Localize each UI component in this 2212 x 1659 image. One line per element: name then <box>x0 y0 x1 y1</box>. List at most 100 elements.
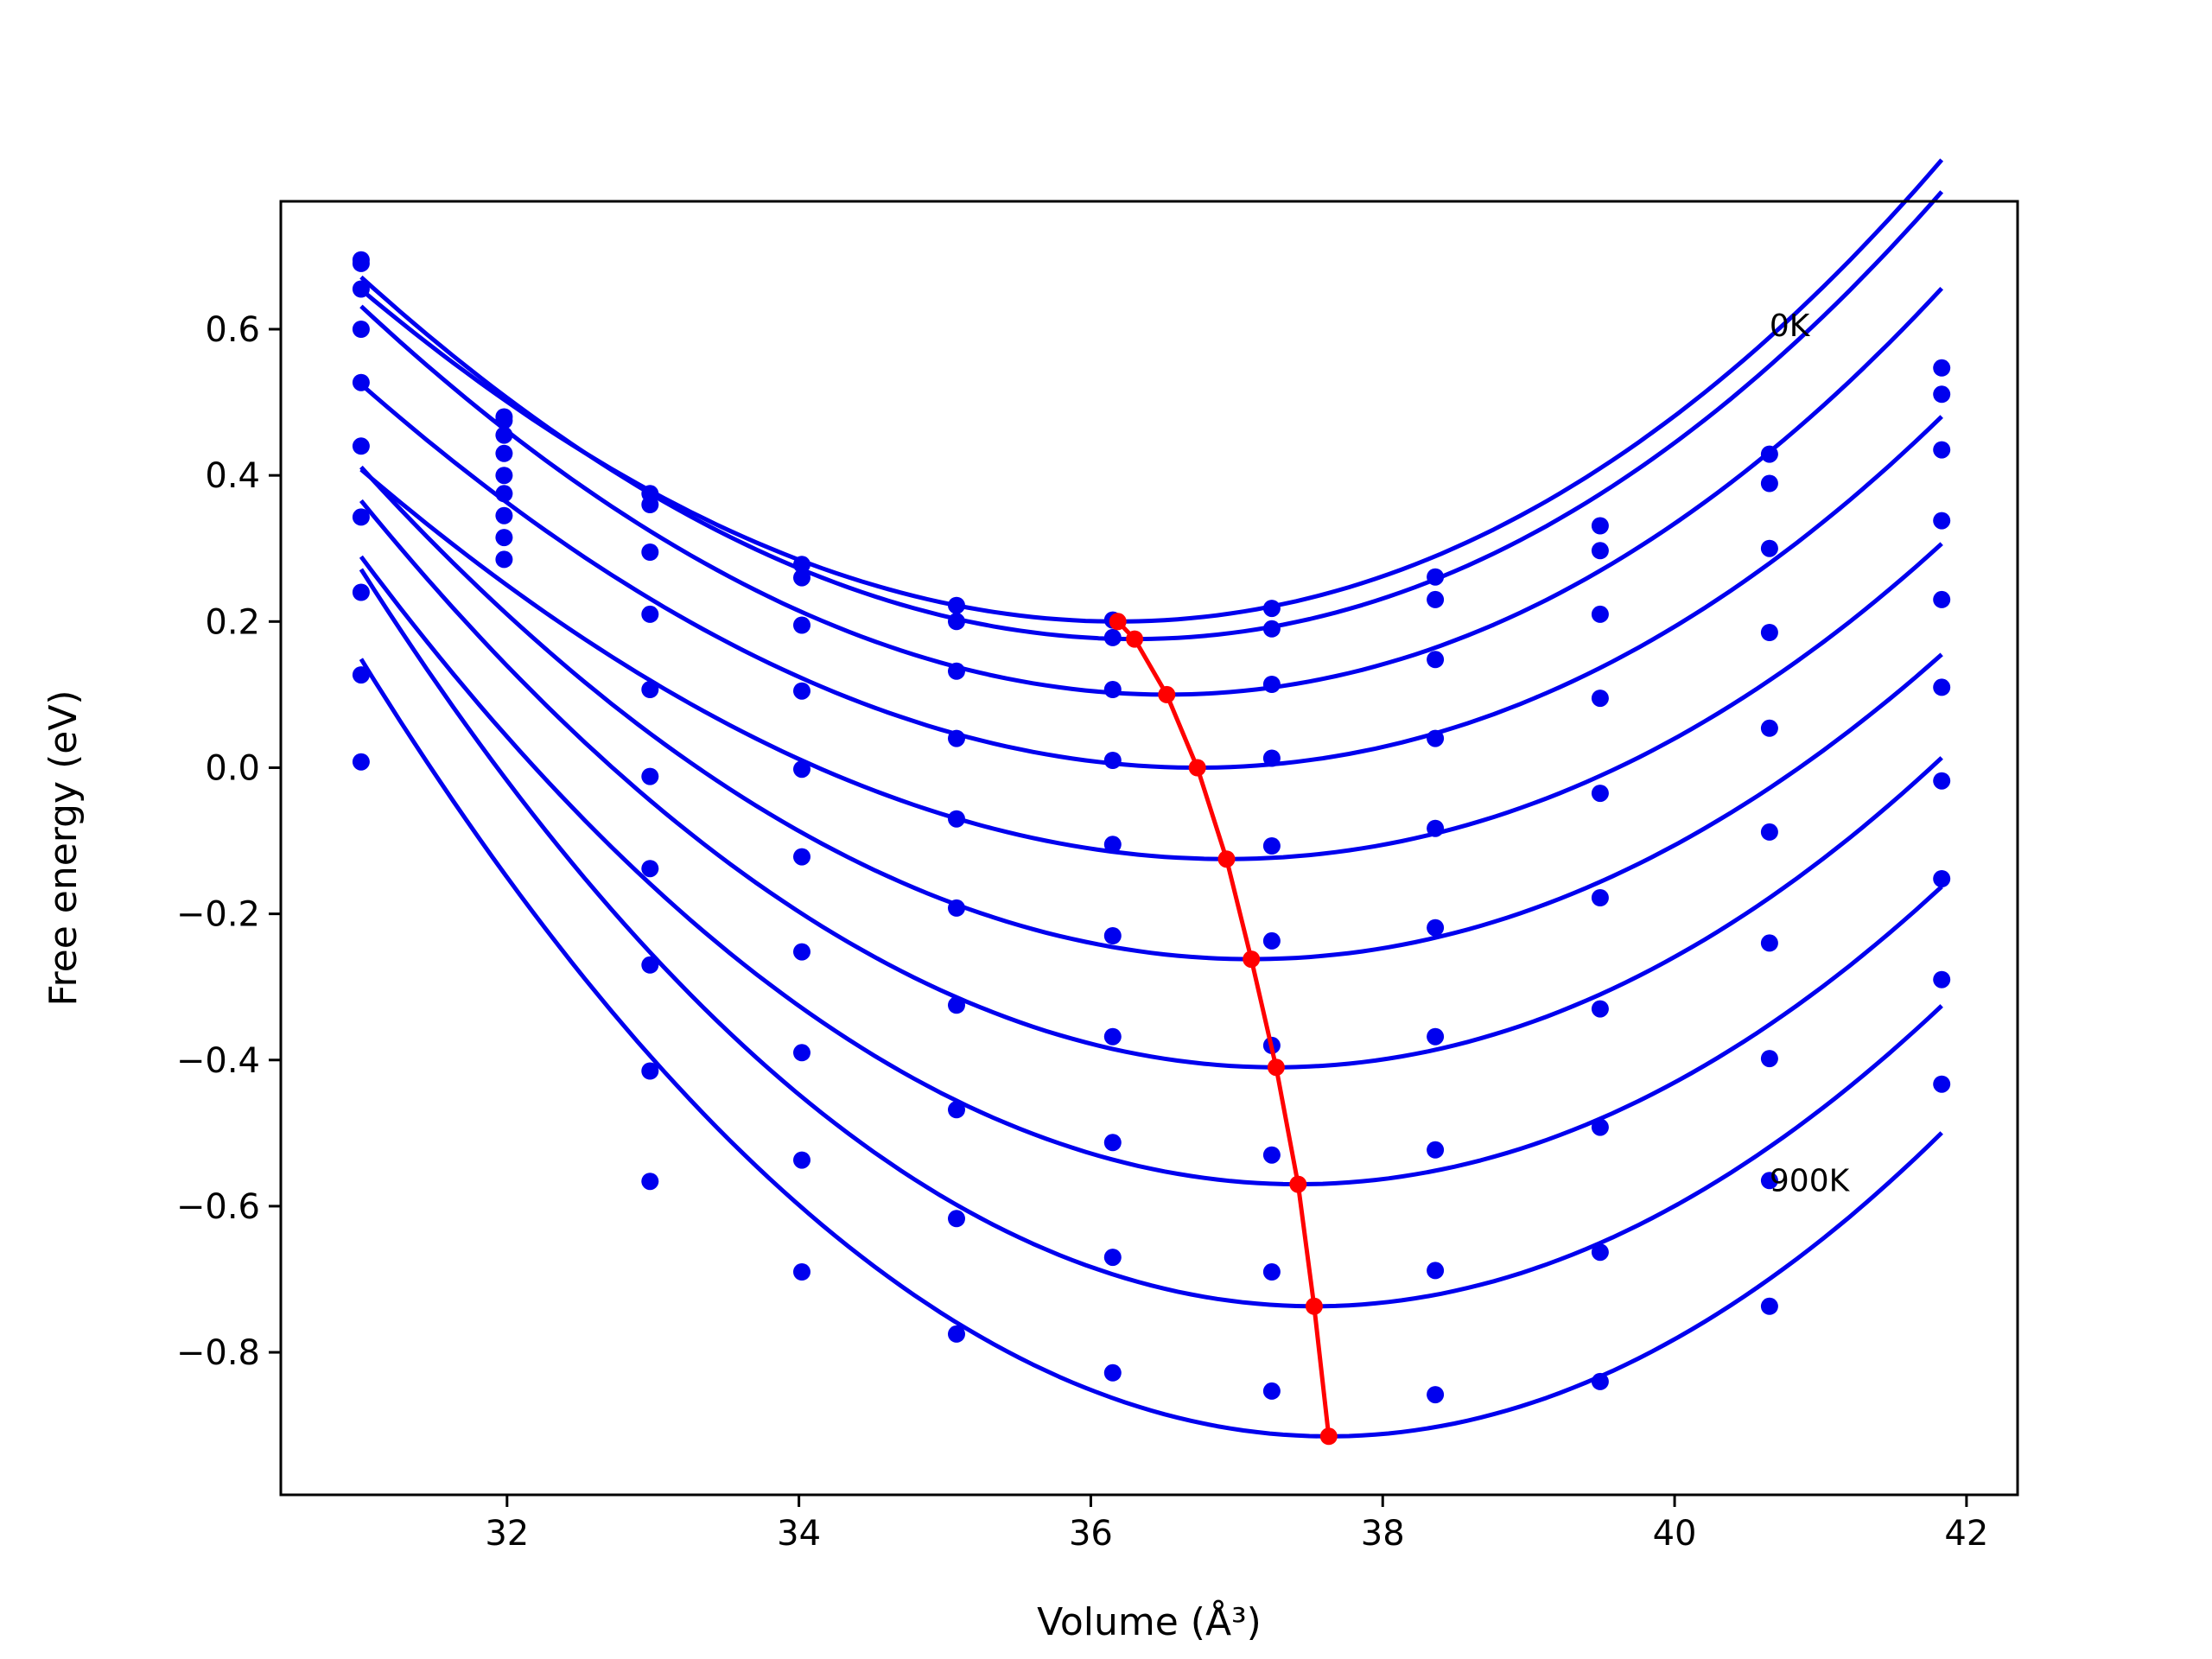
fit-curve-9 <box>359 658 1943 1439</box>
data-point <box>1933 441 1951 459</box>
minimum-point <box>1319 1427 1338 1446</box>
data-point <box>1427 568 1445 586</box>
annotations: 0K 900K <box>1770 308 1851 1199</box>
data-point <box>948 996 965 1014</box>
data-point <box>1591 690 1609 708</box>
x-tick-label: 34 <box>777 1514 821 1554</box>
fit-curve-3 <box>359 382 1943 770</box>
annotation-label: 900K <box>1770 1163 1851 1198</box>
data-point <box>641 605 659 623</box>
minimum-point <box>1158 685 1176 703</box>
data-point <box>1103 1363 1122 1382</box>
minimum-point <box>1305 1297 1323 1315</box>
data-point <box>641 956 659 974</box>
minimum-point <box>1126 630 1144 648</box>
minimum-point <box>1267 1058 1285 1077</box>
data-point <box>1591 1243 1609 1262</box>
fit-curve-8 <box>359 568 1943 1309</box>
data-point <box>948 662 965 680</box>
data-point <box>495 411 513 429</box>
data-point <box>495 444 513 462</box>
data-point <box>948 596 965 614</box>
data-point <box>948 1325 965 1343</box>
fit-curve-2 <box>359 286 1944 697</box>
fit-curves <box>359 158 1944 1439</box>
data-point <box>1262 1382 1281 1400</box>
y-tick-label: 0.0 <box>205 748 260 788</box>
y-tick-label: 0.6 <box>205 310 260 350</box>
minimum-path-line <box>1116 620 1332 1437</box>
data-point <box>641 543 659 561</box>
data-point <box>1760 719 1778 737</box>
data-point <box>948 1101 965 1119</box>
data-points <box>352 251 1951 1404</box>
minimum-path <box>1109 613 1338 1446</box>
data-point <box>1591 1372 1609 1390</box>
minimum-point <box>1243 950 1261 969</box>
data-point <box>495 529 513 547</box>
data-point <box>1103 1134 1122 1152</box>
fit-curve-7 <box>359 555 1943 1186</box>
minimum-point <box>1109 613 1127 631</box>
data-point <box>641 496 659 513</box>
data-point <box>1591 889 1609 906</box>
data-point <box>1262 620 1281 638</box>
x-tick-label: 36 <box>1069 1514 1113 1554</box>
data-point <box>1103 927 1122 944</box>
data-point <box>1262 1263 1281 1281</box>
y-tick-label: −0.8 <box>176 1333 260 1373</box>
data-point <box>352 508 370 526</box>
fit-curve-1 <box>359 190 1944 642</box>
data-point <box>948 613 965 631</box>
data-point <box>793 760 810 779</box>
data-point <box>1933 512 1951 530</box>
data-point <box>1933 772 1951 790</box>
data-point <box>495 426 513 444</box>
data-point <box>1933 970 1951 988</box>
data-point <box>948 729 965 747</box>
data-point <box>948 1210 965 1228</box>
data-point <box>793 569 810 587</box>
data-point <box>1933 590 1951 608</box>
x-axis-label: Volume (Å³) <box>1037 1599 1262 1644</box>
data-point <box>352 280 370 298</box>
data-point <box>793 556 810 574</box>
data-point <box>495 467 513 485</box>
data-point <box>1103 836 1122 854</box>
minimum-point <box>1188 759 1206 777</box>
data-point <box>793 616 810 634</box>
data-point <box>1427 1386 1445 1404</box>
data-point <box>1933 385 1951 404</box>
data-point <box>1103 1027 1122 1046</box>
data-point <box>641 860 659 878</box>
data-point <box>1427 918 1445 937</box>
data-point <box>1427 1141 1445 1159</box>
data-point <box>1103 752 1122 769</box>
data-point <box>1933 870 1951 887</box>
fit-curve-4 <box>359 467 1943 861</box>
data-point <box>1262 837 1281 855</box>
data-point <box>495 506 513 524</box>
data-point <box>1591 1118 1609 1136</box>
data-point <box>1760 539 1778 557</box>
data-point <box>1427 729 1445 747</box>
data-point <box>1262 749 1281 767</box>
x-tick-label: 40 <box>1653 1514 1697 1554</box>
data-point <box>1103 628 1122 646</box>
data-point <box>1262 1146 1281 1164</box>
data-point <box>1760 624 1778 641</box>
data-point <box>1427 651 1445 669</box>
data-point <box>495 550 513 569</box>
data-point <box>1760 445 1778 463</box>
data-point <box>1591 517 1609 535</box>
annotation-label: 0K <box>1770 308 1811 344</box>
data-point <box>948 810 965 828</box>
data-point <box>793 1044 810 1062</box>
data-point <box>793 848 810 866</box>
data-point <box>1760 1050 1778 1068</box>
data-point <box>1591 542 1609 560</box>
data-point <box>1103 681 1122 698</box>
y-tick-label: 0.4 <box>205 456 260 496</box>
data-point <box>1103 1249 1122 1267</box>
